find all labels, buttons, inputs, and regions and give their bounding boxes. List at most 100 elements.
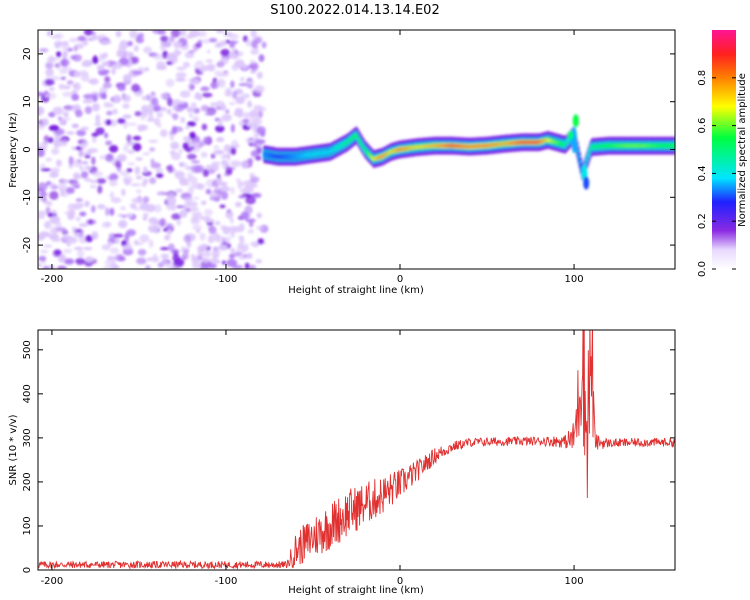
spectrogram-noise-blob [79, 202, 85, 208]
spectrogram-noise-blob [193, 142, 200, 148]
spectrogram-noise-blob [230, 232, 235, 238]
spectrogram-noise-blob [42, 197, 48, 202]
spectrogram-noise-blob [109, 191, 115, 199]
spectrogram-noise-blob [198, 65, 209, 72]
spectrogram-noise-blob [238, 195, 247, 199]
spectrogram-noise-blob [231, 48, 238, 55]
spectrogram-noise-blob [166, 61, 173, 65]
spectrogram-noise-blob [150, 227, 159, 233]
spectrogram-noise-blob [51, 226, 61, 230]
spectrogram-noise-blob [164, 234, 171, 241]
spectrogram-noise-blob [45, 157, 53, 162]
spectrogram-noise-blob [58, 138, 66, 142]
spectrogram-noise-blob [117, 154, 127, 162]
spectrogram-noise-blob [82, 99, 94, 104]
spectrogram-noise-blob [57, 265, 67, 269]
spectrogram-noise-blob [159, 218, 166, 227]
spectrogram-noise-blob [245, 218, 256, 223]
spectrogram-noise-blob [97, 34, 107, 39]
spectrogram-noise-blob [228, 253, 235, 259]
spectrogram-noise-blob [149, 147, 156, 152]
spectrogram-noise-blob [199, 243, 209, 249]
spectrogram-noise-blob [114, 160, 122, 168]
spectrogram-noise-blob [138, 32, 145, 38]
spectrogram-noise-blob [48, 124, 60, 132]
spectrogram-noise-blob [40, 250, 49, 253]
spectrogram-noise-blob [182, 136, 192, 142]
spectrogram-noise-blob [176, 219, 182, 226]
spectrogram-noise-blob [216, 235, 226, 244]
spectrogram-noise-blob [129, 202, 137, 209]
spectrogram-noise-blob [62, 117, 71, 121]
spectrogram-noise-blob [175, 188, 183, 193]
spectrogram-noise-blob [61, 44, 71, 51]
spectrogram-noise-blob [47, 265, 56, 269]
spectrogram-noise-blob [143, 166, 148, 173]
spectrogram-noise-blob [143, 46, 152, 54]
spectrogram-noise-blob [223, 173, 230, 177]
spectrogram-noise-blob [136, 257, 147, 265]
spectrogram-noise-blob [142, 178, 149, 185]
spectrogram-noise-blob [246, 139, 257, 143]
spectrogram-noise-blob [160, 92, 169, 100]
spectrogram-noise-blob [135, 175, 143, 180]
spectrogram-noise-blob [215, 125, 225, 133]
spectrogram-noise-blob [56, 159, 62, 167]
spectrogram-noise-blob [58, 254, 67, 263]
spectrogram-noise-blob [229, 217, 234, 224]
spectrogram-noise-blob [193, 78, 200, 85]
spectrogram-noise-blob [107, 241, 112, 247]
spectrogram-noise-blob [220, 186, 231, 192]
spectrogram-noise-blob [254, 85, 265, 94]
spectrogram-noise-blob [179, 177, 189, 185]
spectrogram-noise-blob [142, 170, 152, 177]
spectrogram-noise-blob [101, 69, 111, 74]
spectrogram-ridge-cell [571, 126, 578, 154]
spectrogram-noise-blob [238, 83, 249, 87]
spectrogram-noise-blob [221, 191, 229, 200]
spectrogram-noise-blob [182, 61, 191, 68]
spectrogram-noise-blob [84, 200, 90, 207]
spectrogram-noise-blob [131, 83, 141, 93]
spectrogram-noise-blob [101, 62, 110, 67]
spectrogram-noise-blob [40, 191, 48, 198]
spectrogram-noise-blob [45, 68, 54, 77]
spectrogram-noise-blob [165, 53, 176, 62]
spectrogram-noise-blob [176, 66, 186, 71]
spectrogram-noise-blob [89, 184, 98, 189]
spectrogram-noise-blob [160, 247, 170, 251]
spectrogram-noise-blob [240, 160, 249, 169]
spectrogram-noise-blob [109, 61, 118, 65]
spectrogram-noise-blob [66, 80, 74, 85]
spectrogram-noise-blob [102, 265, 114, 269]
spectrogram-noise-blob [215, 30, 224, 34]
spectrogram-noise-blob [222, 70, 229, 75]
spectrogram-noise-blob [185, 200, 191, 205]
spectrogram-noise-blob [193, 63, 199, 70]
spectrogram-noise-blob [88, 219, 93, 225]
spectrogram-noise-blob [187, 176, 198, 184]
spectrogram-noise-blob [261, 41, 267, 49]
spectrogram-noise-blob [200, 104, 209, 112]
spectrogram-noise-blob [76, 43, 84, 50]
spectrogram-noise-blob [73, 174, 82, 180]
spectrogram-noise-blob [188, 50, 196, 54]
spectrogram-noise-blob [145, 264, 151, 269]
spectrogram-noise-blob [247, 100, 253, 108]
spectrogram-noise-blob [48, 137, 54, 144]
spectrogram-noise-blob [254, 156, 262, 161]
spectrogram-noise-blob [46, 202, 53, 207]
spectrogram-noise-blob [92, 171, 104, 178]
spectrogram-noise-blob [192, 116, 200, 122]
spectrogram-noise-blob [179, 209, 188, 218]
spectrogram-noise-blob [38, 146, 43, 155]
spectrogram-noise-blob [44, 220, 52, 229]
spectrogram-noise-blob [115, 30, 122, 38]
spectrogram-noise-blob [39, 48, 49, 53]
snr-ytick-label: 0 [22, 567, 33, 573]
spectrogram-noise-blob [230, 248, 235, 253]
spectrogram-noise-blob [191, 216, 198, 223]
spectrogram-noise-blob [137, 124, 144, 132]
spectrogram-noise-blob [54, 40, 64, 47]
